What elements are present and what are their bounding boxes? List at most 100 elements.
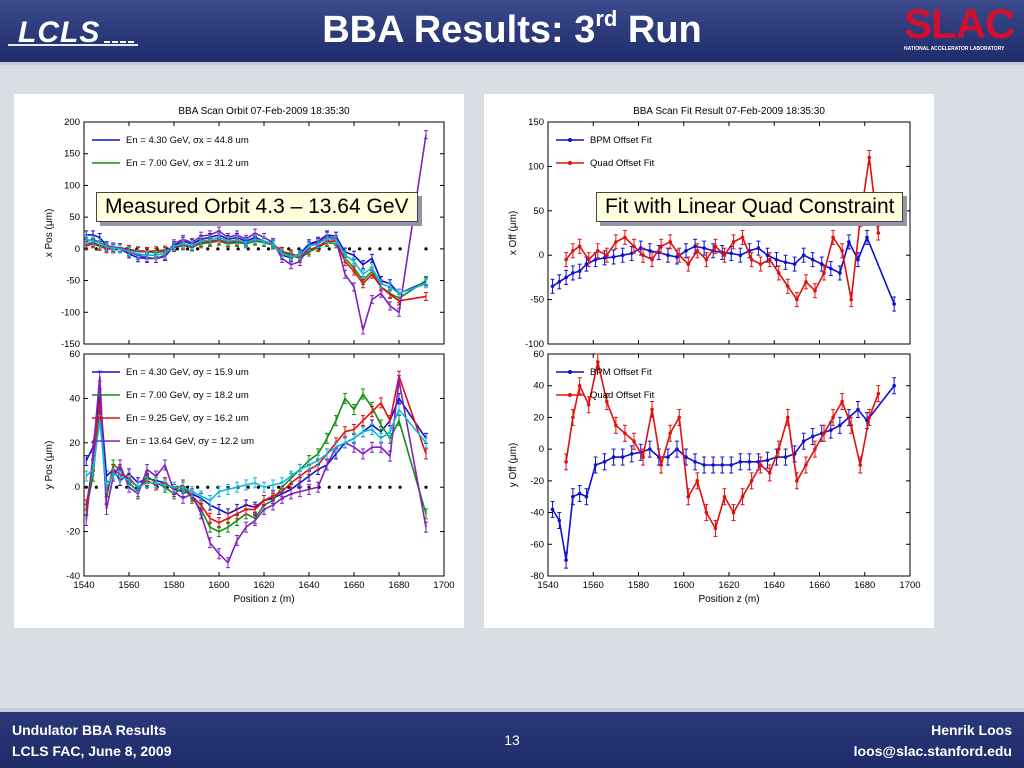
fit-y-ytick-label: -20 [530,476,544,487]
orbit-y-reference-dot [185,485,190,489]
fit-x-point [765,253,770,257]
orbit-x-reference-dot [185,247,190,251]
right-chart-svg: BBA Scan Fit Result 07-Feb-2009 18:35:30… [508,106,921,605]
fit-x-point [865,235,869,240]
fit-x-point [722,253,727,257]
fit-x-ytick-label: 0 [539,250,544,261]
fit-y-point [722,494,727,499]
fit-y-point [702,463,706,467]
orbit-y-reference-dot [347,485,352,489]
fit-y-point [749,479,754,483]
orbit-x-reference-dot [378,247,382,251]
fit-y-point [648,447,652,451]
orbit-x-legend-label: En = 4.30 GeV, σx = 44.8 um [126,135,249,146]
fit-x-point [648,248,652,253]
fit-y-point [838,423,842,428]
fit-x-point [801,253,806,257]
fit-x-point [564,257,568,262]
fit-y-point [666,455,670,459]
fit-y-point [720,463,725,467]
orbit-x-reference-dot [398,247,402,251]
fit-y-legend-marker [568,370,572,374]
fit-x-point [749,257,754,262]
orbit-y-ylabel: y Pos (μm) [44,441,55,490]
fit-x-point [840,248,844,253]
orbit-y-series-red-line [85,373,427,524]
fit-y-point [632,439,636,444]
orbit-y-axes-box [83,353,445,577]
fit-y-xtick-label: 1580 [628,580,649,591]
fit-y-point [740,494,745,499]
fit-x-point [693,244,697,249]
fit-y-xtick-label: 1660 [809,580,830,591]
right-chart-panel: BBA Scan Fit Result 07-Feb-2009 18:35:30… [484,94,934,628]
orbit-x-ytick-label: 200 [64,117,80,128]
fit-x-point [738,253,743,257]
fit-y-point [602,460,607,464]
fit-y-point [731,510,736,515]
orbit-x-reference-dot [347,247,352,251]
orbit-y-reference-dot [368,485,372,489]
orbit-y-reference-dot [256,485,260,489]
orbit-x-reference-dot [368,247,372,251]
orbit-y-xtick-label: 1560 [118,580,139,591]
orbit-x-reference-dot [327,247,331,251]
fit-y-legend-label: BPM Offset Fit [590,367,652,378]
fit-x-ytick-label: -100 [525,339,544,350]
page-title: BBA Results: 3rd Run [0,6,1024,52]
fit-x-point [629,251,634,256]
left-chart-svg: BBA Scan Orbit 07-Feb-2009 18:35:30-150-… [44,106,455,605]
fit-x-point [740,235,745,240]
fit-y-point [571,415,575,420]
orbit-y-reference-dot [84,485,88,489]
fit-y-point [776,447,781,451]
orbit-x-reference-dot [94,247,98,251]
fit-x-point [783,260,788,265]
fit-x-point [731,240,736,244]
orbit-y-reference-dot [206,485,210,489]
fit-y-point [684,455,688,459]
orbit-y-series-green-line [85,392,427,533]
fit-x-point [729,251,734,256]
fit-y-point [571,494,575,499]
fit-y-point [876,391,881,396]
orbit-x-ytick-label: -150 [61,339,80,350]
fit-y-point [711,463,715,467]
fit-y-point [686,494,691,499]
orbit-x-series-cyan-line [86,236,427,295]
fit-x-point [620,253,625,257]
fit-x-series-red-line [565,157,880,302]
fit-y-point [829,428,833,432]
fit-x-point [686,262,691,266]
orbit-x-reference-dot [206,247,210,251]
fit-y-point [747,460,752,464]
fit-x-point [702,246,706,250]
fit-y-point [729,463,734,467]
orbit-y-xtick-label: 1680 [388,580,409,591]
fit-x-point [756,246,761,250]
orbit-y-xtick-label: 1700 [433,580,454,591]
orbit-y-ytick-label: 0 [75,482,80,493]
orbit-x-title: BBA Scan Orbit 07-Feb-2009 18:35:30 [178,106,350,117]
fit-y-point [695,479,700,483]
callout-measured-orbit: Measured Orbit 4.3 – 13.64 GeV [96,192,418,222]
orbit-x-legend-label: En = 7.00 GeV, σx = 31.2 um [126,158,249,169]
fit-x-point [668,240,672,244]
fit-x-legend-label: BPM Offset Fit [590,135,652,146]
fit-x-legend-label: Quad Offset Fit [590,158,655,169]
fit-x-point [677,253,682,257]
orbit-y-group: -40 -20 0 20 40 60 1540 1560 1580 1600 1620 1640 166… [44,349,455,605]
fit-y-legend-label: Quad Offset Fit [590,390,655,401]
fit-y-point [564,558,568,562]
header-divider [0,62,1024,65]
fit-y-point [593,463,598,467]
fit-x-point [849,297,853,302]
fit-y-xtick-label: 1680 [854,580,875,591]
fit-x-point [632,244,636,249]
fit-y-point [668,431,672,436]
fit-y-point [795,479,799,483]
orbit-y-reference-dot [358,485,362,489]
fit-y-point [577,491,582,496]
fit-x-group: BBA Scan Fit Result 07-Feb-2009 18:35:30… [508,106,911,350]
orbit-y-legend-label: En = 4.30 GeV, σy = 15.9 um [126,367,249,378]
